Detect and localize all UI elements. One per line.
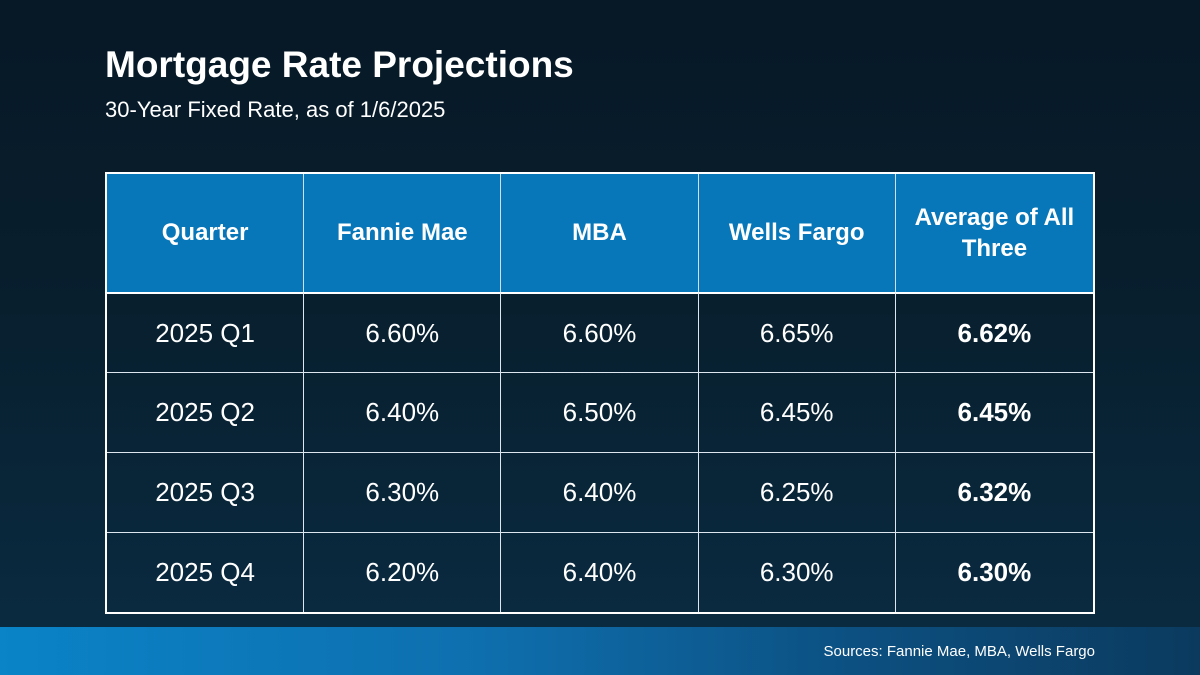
table-cell-mba: 6.60% [501, 292, 699, 372]
header-cell-quarter: Quarter [107, 174, 305, 292]
table-cell-mba: 6.40% [501, 452, 699, 532]
sources-text: Sources: Fannie Mae, MBA, Wells Fargo [823, 642, 1096, 660]
header-cell-fannie-mae: Fannie Mae [304, 174, 502, 292]
table-cell-wells-fargo: 6.25% [698, 452, 896, 532]
table-cell-average: 6.30% [895, 532, 1093, 612]
table-cell-wells-fargo: 6.45% [698, 372, 896, 452]
table-cell-quarter: 2025 Q4 [107, 532, 305, 612]
table-cell-fannie-mae: 6.40% [304, 372, 502, 452]
table-cell-quarter: 2025 Q2 [107, 372, 305, 452]
table-cell-fannie-mae: 6.30% [304, 452, 502, 532]
table-cell-mba: 6.40% [501, 532, 699, 612]
table-cell-average: 6.45% [895, 372, 1093, 452]
table-cell-average: 6.62% [895, 292, 1093, 372]
header-cell-wells-fargo: Wells Fargo [698, 174, 896, 292]
table-cell-average: 6.32% [895, 452, 1093, 532]
slide-header: Mortgage Rate Projections 30-Year Fixed … [105, 44, 574, 123]
table-cell-mba: 6.50% [501, 372, 699, 452]
table-cell-wells-fargo: 6.65% [698, 292, 896, 372]
page-subtitle: 30-Year Fixed Rate, as of 1/6/2025 [105, 96, 446, 122]
page-title: Mortgage Rate Projections [105, 44, 574, 85]
table-cell-fannie-mae: 6.60% [304, 292, 502, 372]
header-cell-average: Average of All Three [895, 174, 1093, 292]
mortgage-rate-table: Quarter Fannie Mae MBA Wells Fargo Avera… [105, 172, 1095, 614]
table-cell-wells-fargo: 6.30% [698, 532, 896, 612]
header-cell-mba: MBA [501, 174, 699, 292]
table-cell-quarter: 2025 Q1 [107, 292, 305, 372]
table-cell-quarter: 2025 Q3 [107, 452, 305, 532]
footer-bar: Sources: Fannie Mae, MBA, Wells Fargo [0, 627, 1200, 675]
table-cell-fannie-mae: 6.20% [304, 532, 502, 612]
